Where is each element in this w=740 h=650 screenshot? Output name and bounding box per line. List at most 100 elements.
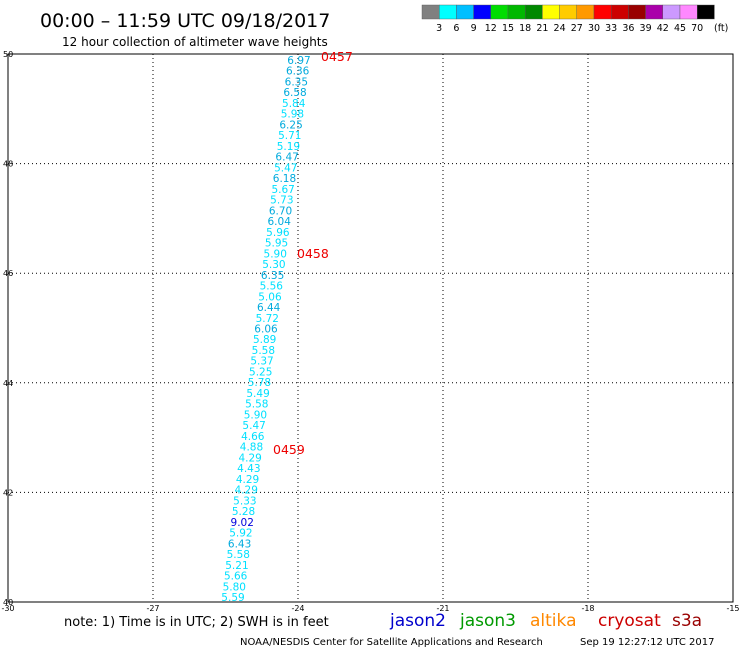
legend-swatch — [439, 4, 457, 20]
wave-height-reading: 5.47 — [274, 162, 297, 174]
color-legend: 3 6 9 12 15 18 21 24 27 30 33 36 39 42 45 70 (ft) — [421, 4, 728, 34]
wave-height-reading: 5.21 — [225, 560, 248, 572]
legend-label: 18 — [519, 23, 531, 34]
legend-label: 3 — [436, 23, 442, 34]
wave-height-reading: 5.90 — [264, 248, 287, 260]
legend-label: 21 — [536, 23, 548, 34]
grid: 50 48 46 44 42 40-30 -27 -24 -21 -18 -15 — [1, 50, 739, 613]
wave-height-reading: 6.04 — [268, 216, 292, 228]
wave-height-reading: 5.71 — [278, 130, 301, 142]
wave-height-reading: 6.70 — [269, 205, 292, 217]
satellite-legend: jason2 jason3 altika cryosat s3a — [389, 611, 702, 631]
legend-label: 33 — [605, 23, 617, 34]
wave-height-reading: 5.58 — [245, 399, 268, 411]
legend-swatch — [628, 4, 646, 20]
legend-swatch — [507, 4, 526, 20]
plot-frame — [7, 53, 734, 603]
time-label: 0457 — [321, 49, 353, 64]
legend-swatch — [525, 4, 543, 20]
legend-label: 15 — [502, 23, 514, 34]
legend-swatch — [593, 4, 612, 20]
wave-height-reading: 4.88 — [240, 442, 263, 454]
wave-height-reading: 6.44 — [257, 302, 281, 314]
wave-height-reading: 5.95 — [265, 238, 288, 250]
wave-height-reading: 5.78 — [248, 377, 271, 389]
wave-height-reading: 6.43 — [228, 538, 251, 550]
time-label: 0459 — [273, 442, 305, 457]
wave-height-reading: 5.96 — [266, 227, 290, 239]
legend-swatch — [576, 4, 595, 20]
wave-height-reading: 5.28 — [232, 506, 255, 518]
legend-label: 36 — [622, 23, 634, 34]
legend-swatch — [456, 4, 474, 20]
legend-label: 9 — [471, 23, 477, 34]
wave-height-reading: 5.73 — [270, 195, 293, 207]
lon-tick-label: -30 — [1, 604, 14, 613]
wave-height-reading: 5.30 — [262, 259, 285, 271]
wave-height-reading: 5.19 — [277, 141, 300, 153]
lat-tick-label: 44 — [3, 379, 13, 388]
wave-height-reading: 6.18 — [273, 173, 296, 185]
wave-height-reading: 5.84 — [282, 98, 306, 110]
legend-label: 12 — [485, 23, 497, 34]
wave-height-reading: 6.97 — [287, 55, 310, 67]
wave-height-reading: 5.47 — [242, 420, 265, 432]
wave-height-reading: 5.37 — [250, 356, 273, 368]
wave-height-reading: 5.33 — [233, 495, 256, 507]
wave-height-reading: 6.47 — [275, 152, 298, 164]
wave-height-reading: 5.56 — [260, 281, 284, 293]
legend-label: 39 — [640, 23, 652, 34]
legend-label: 70 — [691, 23, 703, 34]
legend-swatch — [697, 4, 715, 20]
lon-tick-label: -18 — [581, 604, 594, 613]
satellite-track: 6.976.366.356.585.845.986.255.715.196.47… — [221, 49, 353, 604]
legend-swatch — [645, 4, 663, 20]
wave-height-reading: 5.49 — [246, 388, 269, 400]
wave-height-reading: 4.29 — [238, 452, 261, 464]
wave-height-reading: 5.58 — [227, 549, 250, 561]
wave-height-reading: 5.66 — [224, 571, 248, 583]
wave-height-reading: 5.59 — [221, 592, 244, 604]
map-subtitle: 12 hour collection of altimeter wave hei… — [62, 35, 328, 49]
legend-label: 30 — [588, 23, 600, 34]
wave-height-reading: 5.90 — [244, 409, 267, 421]
wave-height-reading: 5.58 — [252, 345, 275, 357]
wave-height-reading: 6.06 — [254, 324, 278, 336]
satellite-name: jason3 — [459, 611, 516, 631]
wave-height-reading: 5.06 — [258, 291, 282, 303]
wave-height-reading: 5.92 — [229, 528, 252, 540]
wave-height-reading: 4.66 — [241, 431, 265, 443]
legend-swatch — [679, 4, 698, 20]
wave-height-reading: 6.35 — [285, 76, 308, 88]
wave-height-reading: 9.02 — [231, 517, 254, 529]
wave-height-reading: 5.98 — [281, 109, 304, 121]
legend-label: 42 — [657, 23, 669, 34]
lat-tick-label: 42 — [3, 488, 13, 497]
legend-label: 27 — [571, 23, 583, 34]
wave-height-reading: 6.58 — [283, 87, 306, 99]
wave-height-reading: 6.25 — [279, 119, 302, 131]
footer-credit: NOAA/NESDIS Center for Satellite Applica… — [240, 637, 543, 648]
lon-tick-label: -27 — [146, 604, 159, 613]
wave-height-reading: 5.80 — [223, 581, 246, 593]
legend-unit: (ft) — [714, 23, 728, 34]
lat-tick-label: 46 — [3, 269, 13, 278]
lat-tick-label: 40 — [3, 598, 13, 607]
wave-height-reading: 5.89 — [253, 334, 276, 346]
wave-height-reading: 4.43 — [237, 463, 260, 475]
satellite-name: jason2 — [389, 611, 446, 631]
satellite-name: cryosat — [598, 611, 661, 631]
wave-height-reading: 5.25 — [249, 366, 272, 378]
map-title: 00:00 – 11:59 UTC 09/18/2017 — [40, 10, 330, 32]
lat-tick-label: 50 — [3, 50, 13, 59]
legend-label: 24 — [554, 23, 566, 34]
legend-label: 6 — [453, 23, 459, 34]
time-label: 0458 — [297, 246, 329, 261]
lat-tick-label: 48 — [3, 160, 13, 169]
footer-timestamp: Sep 19 12:27:12 UTC 2017 — [580, 637, 714, 648]
wave-height-reading: 4.29 — [235, 485, 258, 497]
legend-swatch — [542, 4, 560, 20]
legend-swatch — [611, 4, 629, 20]
wave-height-reading: 4.29 — [236, 474, 259, 486]
